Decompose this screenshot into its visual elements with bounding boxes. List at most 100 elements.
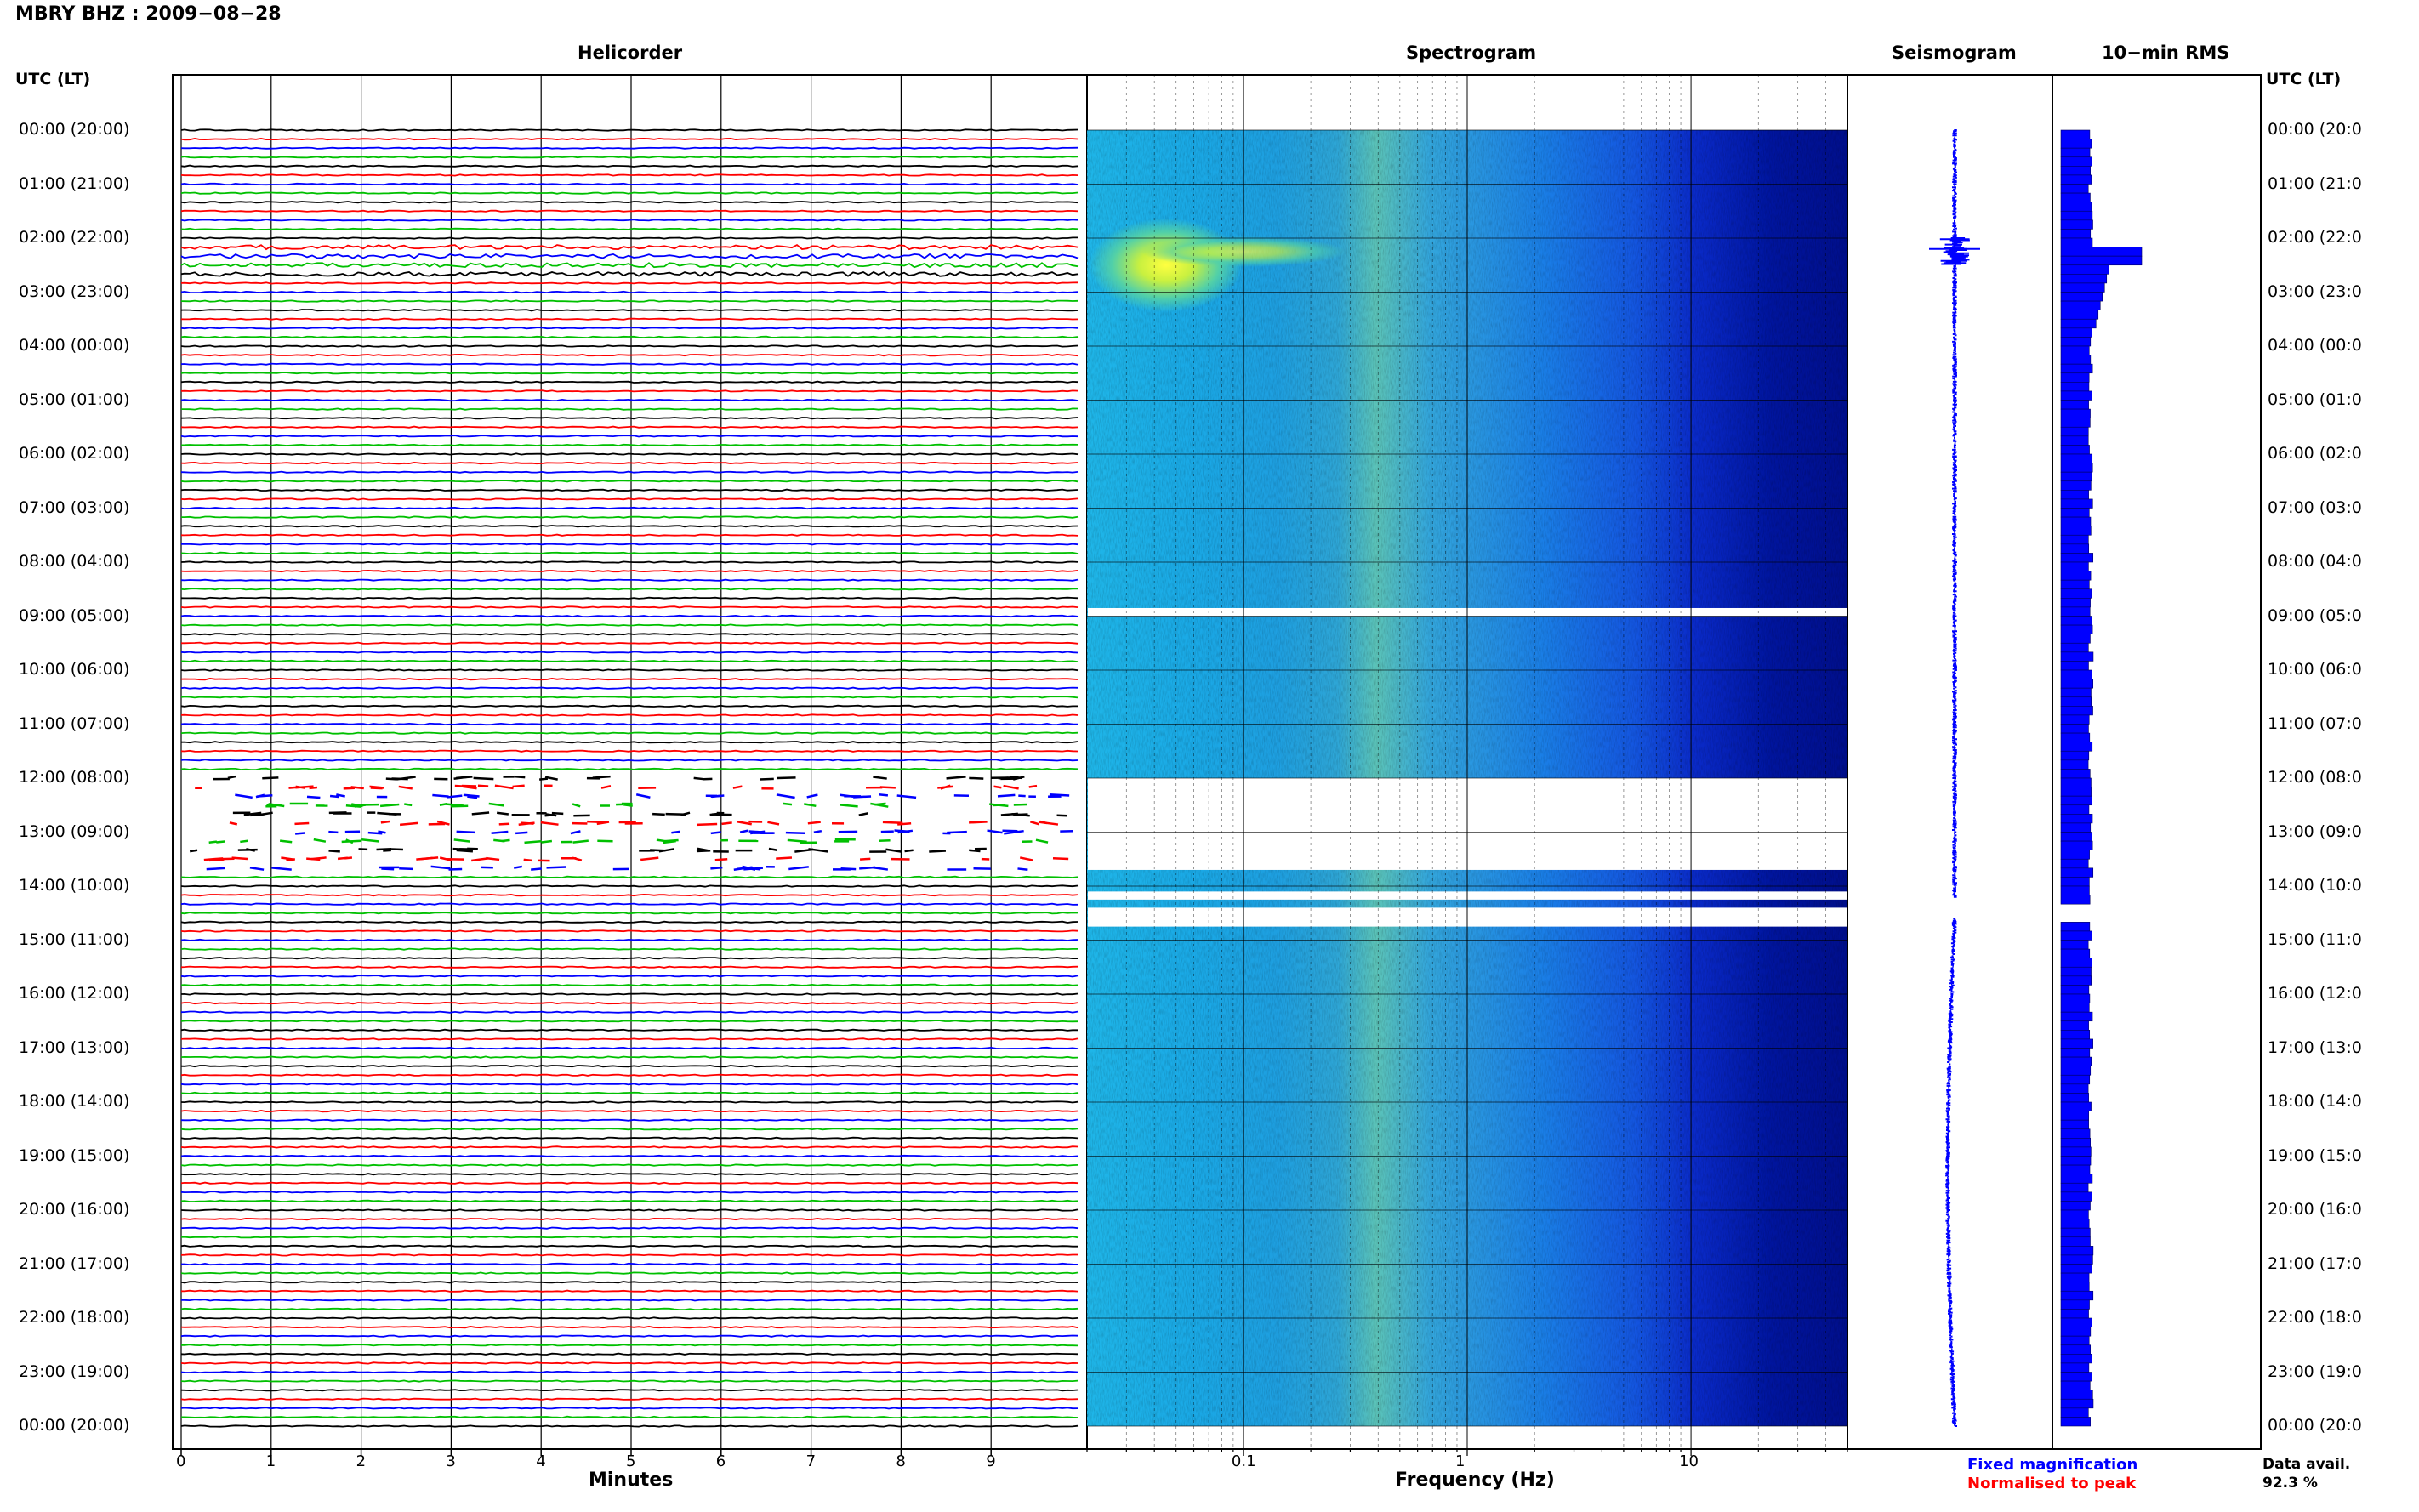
seismogram-frame xyxy=(1847,74,2053,1450)
helicorder-trace-fragment xyxy=(294,832,305,835)
helicorder-trace-fragment xyxy=(1029,821,1040,826)
helicorder-trace-fragment xyxy=(257,811,273,816)
helicorder-trace-fragment xyxy=(859,866,876,870)
helicorder-trace-fragment xyxy=(513,865,523,869)
rms-bar xyxy=(2060,372,2090,383)
helicorder-trace-fragment xyxy=(804,803,817,808)
rms-bar xyxy=(2060,922,2091,932)
helicorder-trace xyxy=(180,443,1079,447)
time-label-right: 01:00 (21:00) xyxy=(2268,173,2361,193)
helicorder-trace-fragment xyxy=(788,866,809,871)
helicorder-trace-fragment xyxy=(987,829,1003,834)
helicorder-trace-fragment xyxy=(997,793,1016,798)
helicorder-trace-fragment xyxy=(885,848,902,853)
rms-bar xyxy=(2060,418,2091,428)
helicorder-trace xyxy=(181,1299,1078,1302)
helicorder-trace xyxy=(180,588,1079,591)
helicorder-trace xyxy=(180,270,1079,277)
rms-bar xyxy=(2060,382,2090,392)
helicorder-trace-fragment xyxy=(208,858,225,862)
helicorder-trace xyxy=(180,605,1079,609)
time-label-right: 00:00 (20:00) xyxy=(2268,1416,2361,1435)
helicorder-trace xyxy=(180,659,1079,663)
time-label-left: 00:00 (20:00) xyxy=(19,1416,130,1435)
time-label-right: 07:00 (03:00) xyxy=(2268,497,2361,517)
rms-bar xyxy=(2060,1174,2093,1184)
helicorder-trace-fragment xyxy=(696,850,711,853)
rms-bar xyxy=(2060,993,2091,1003)
helicorder-trace-fragment xyxy=(227,775,236,780)
helicorder-trace xyxy=(180,1208,1079,1212)
helicorder-xlabel: Minutes xyxy=(589,1469,674,1491)
helicorder-trace-fragment xyxy=(268,803,285,808)
rms-bar xyxy=(2060,598,2091,608)
rms-bar xyxy=(2060,1146,2092,1157)
rms-bar xyxy=(2060,174,2092,185)
helicorder-trace-fragment xyxy=(721,821,732,826)
helicorder-trace xyxy=(180,1199,1079,1203)
helicorder-trace xyxy=(180,1073,1079,1077)
rms-bar xyxy=(2060,255,2143,266)
helicorder-trace-fragment xyxy=(671,830,680,834)
rms-bar xyxy=(2060,1407,2089,1418)
helicorder-trace-fragment xyxy=(969,821,988,824)
helicorder-trace-fragment xyxy=(249,867,265,871)
helicorder-trace xyxy=(180,173,1079,177)
helicorder-trace xyxy=(180,156,1079,159)
helicorder-trace xyxy=(180,164,1079,168)
rms-bar xyxy=(2060,445,2090,455)
helicorder-trace-fragment xyxy=(813,829,822,833)
rms-bar xyxy=(2060,850,2090,860)
helicorder-trace-fragment xyxy=(992,804,1006,807)
helicorder-trace-fragment xyxy=(231,856,248,861)
helicorder-trace xyxy=(181,1262,1079,1266)
time-label-right: 18:00 (14:00) xyxy=(2268,1092,2361,1111)
time-label-left: 04:00 (00:00) xyxy=(19,336,130,355)
time-label-left: 20:00 (16:00) xyxy=(19,1200,130,1219)
legend-normalised-to-peak: Normalised to peak xyxy=(1967,1475,2137,1492)
rms-bar xyxy=(2060,822,2092,833)
time-label-left: 02:00 (22:00) xyxy=(19,228,130,247)
helicorder-trace-fragment xyxy=(498,822,510,826)
rms-bar xyxy=(2060,1390,2093,1400)
time-label-right: 03:00 (23:00) xyxy=(2268,281,2361,301)
helicorder-trace-fragment xyxy=(381,867,395,871)
helicorder-title: Helicorder xyxy=(578,43,683,63)
rms-bar xyxy=(2060,1191,2092,1202)
time-label-right: 13:00 (09:00) xyxy=(2268,821,2361,841)
helicorder-trace-fragment xyxy=(447,794,463,799)
rms-bar xyxy=(2060,1003,2090,1013)
helicorder-trace xyxy=(180,380,1079,384)
rms-bar xyxy=(2060,706,2093,716)
rms-bar xyxy=(2060,1398,2094,1409)
helicorder-trace-fragment xyxy=(840,867,857,871)
helicorder-trace-fragment xyxy=(524,839,542,844)
helicorder-trace-fragment xyxy=(600,785,612,789)
helicorder-trace xyxy=(181,407,1079,411)
helicorder-trace-fragment xyxy=(860,857,871,861)
rms-bar xyxy=(2060,985,2090,995)
rms-bar xyxy=(2060,310,2099,320)
rms-bar xyxy=(2060,948,2091,958)
helicorder-trace xyxy=(180,884,1079,888)
helicorder-trace xyxy=(180,335,1079,339)
helicorder-trace xyxy=(180,965,1079,969)
time-label-left: 09:00 (05:00) xyxy=(19,605,130,625)
helicorder-trace xyxy=(180,1083,1079,1086)
helicorder-trace-fragment xyxy=(969,776,984,780)
helicorder-trace-fragment xyxy=(640,856,659,861)
helicorder-trace xyxy=(180,480,1079,483)
helicorder-trace-fragment xyxy=(240,839,248,844)
time-label-left: 21:00 (17:00) xyxy=(19,1253,130,1273)
helicorder-trace-fragment xyxy=(294,821,310,826)
rms-bar xyxy=(2060,742,2093,752)
rms-bar xyxy=(2060,1290,2094,1301)
rms-bar xyxy=(2060,490,2089,500)
helicorder-trace xyxy=(180,614,1079,618)
helicorder-trace xyxy=(180,1020,1079,1023)
rms-bar xyxy=(2060,327,2092,338)
helicorder-trace xyxy=(180,578,1079,582)
helicorder-trace-fragment xyxy=(345,838,354,844)
spectrogram-title: Spectrogram xyxy=(1406,43,1537,63)
rms-bar xyxy=(2060,687,2092,698)
